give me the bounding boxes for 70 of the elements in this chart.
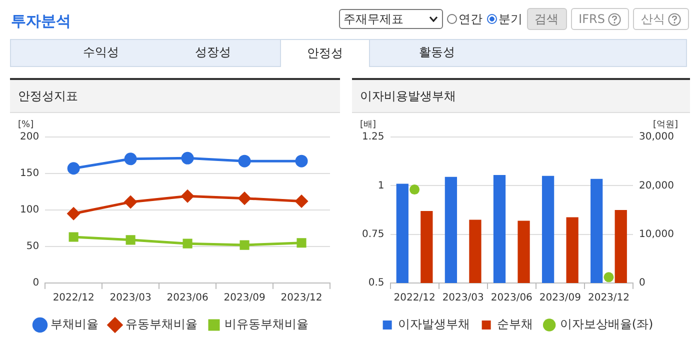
y2-tick-label: 30,000: [639, 132, 674, 143]
legend-label: 비유동부채비율: [224, 317, 308, 332]
point: [124, 196, 137, 208]
y-tick-label: 1.25: [362, 132, 384, 143]
legend-label: 이자보상배율(좌): [560, 317, 654, 332]
x-tick-label: 2023/12: [280, 292, 322, 304]
y-tick-label: 200: [20, 132, 40, 143]
y2-axis-title: [억원]: [652, 120, 678, 130]
point: [126, 235, 136, 245]
text: 성장성: [194, 44, 232, 61]
text: 연간: [458, 10, 483, 28]
x-tick-label: 2023/12: [588, 292, 630, 304]
y-tick-label: 0.5: [368, 278, 384, 289]
x-tick-label: 2023/06: [166, 292, 208, 304]
x-tick-label: 2023/03: [442, 292, 484, 304]
point: [238, 154, 251, 168]
text: 활동성: [418, 44, 456, 61]
bar: [396, 184, 408, 283]
x-tick-label: 2022/12: [52, 292, 94, 304]
y-tick-label: 150: [20, 168, 40, 180]
bar: [590, 178, 603, 283]
legend-label: 이자발생부채: [398, 317, 470, 332]
y-tick-label: 50: [26, 241, 40, 252]
y-axis-title: [배]: [360, 120, 376, 130]
text: 산식: [641, 10, 665, 28]
bar: [566, 217, 578, 283]
bar: [518, 220, 530, 283]
y2-tick-label: 20,000: [639, 180, 674, 192]
point: [68, 232, 78, 242]
text: 검색: [526, 8, 567, 30]
text: 안정성: [280, 39, 370, 67]
text: 수익성: [82, 44, 120, 61]
point: [181, 152, 194, 164]
point: [124, 152, 137, 166]
bar: [420, 210, 433, 283]
dropdown-field: 주재무제표: [338, 9, 443, 29]
x-tick-label: 2023/03: [110, 292, 152, 304]
bar: [614, 210, 627, 283]
bar: [493, 174, 506, 283]
point: [295, 194, 308, 208]
y-tick-label: 0.75: [362, 228, 384, 240]
chart-title: 안정성지표: [10, 80, 340, 113]
text: 분기: [498, 10, 523, 28]
point: [67, 162, 80, 175]
point: [182, 238, 192, 248]
x-tick-label: 2023/06: [490, 292, 532, 304]
bar: [444, 176, 458, 283]
text: 투자분석: [11, 12, 71, 31]
point: [67, 207, 80, 220]
point: [296, 238, 306, 248]
point: [238, 192, 251, 205]
bar: [469, 220, 482, 283]
y2-tick-label: 10,000: [639, 228, 674, 240]
y2-tick-label: 0: [639, 278, 646, 289]
chart-title: 이자비용발생부채: [352, 80, 690, 113]
x-tick-label: 2023/09: [539, 292, 581, 304]
y-tick-label: 100: [20, 204, 40, 216]
legend-label: 부채비율: [50, 317, 98, 332]
x-tick-label: 2023/09: [224, 292, 266, 304]
x-tick-label: 2022/12: [394, 292, 436, 304]
y-tick-label: 1: [378, 180, 384, 192]
text: IFRS: [578, 12, 605, 26]
legend-label: 순부채: [496, 317, 533, 332]
y-axis-title: [%]: [18, 120, 34, 130]
point: [240, 240, 250, 250]
bar: [542, 176, 554, 283]
point: [181, 190, 194, 202]
point: [295, 154, 308, 168]
legend-label: 유동부채비율: [126, 317, 198, 332]
y-tick-label: 0: [32, 278, 40, 289]
